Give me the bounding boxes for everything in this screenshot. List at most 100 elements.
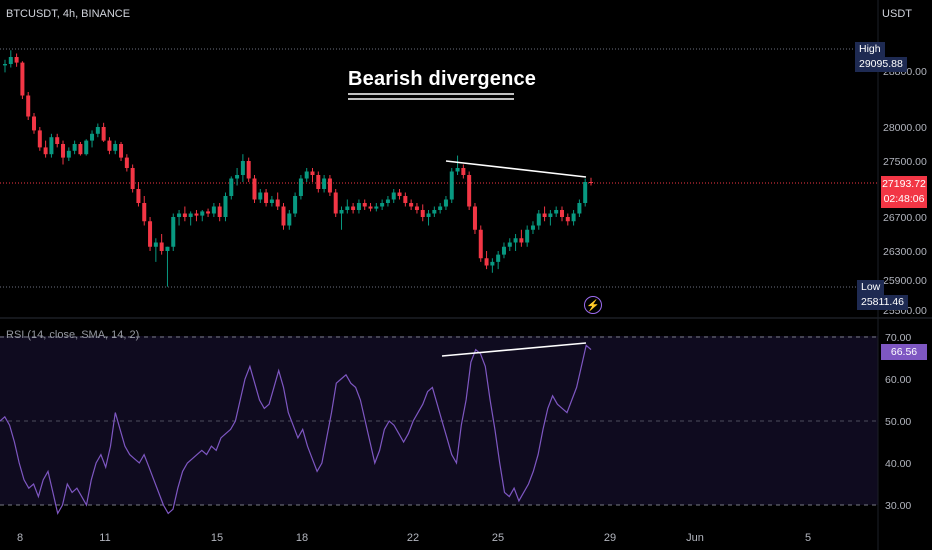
candle-body xyxy=(8,57,13,64)
high-tag-value: 29095.88 xyxy=(855,57,907,72)
time-tick-label: 8 xyxy=(17,532,23,544)
rsi-divergence-trendline[interactable] xyxy=(441,342,587,357)
candle-body xyxy=(206,211,211,214)
candle-body xyxy=(455,168,460,172)
candle-body xyxy=(66,150,71,158)
symbol-title[interactable]: BTCUSDT, 4h, BINANCE xyxy=(6,8,131,20)
price-divergence-trendline[interactable] xyxy=(445,160,587,178)
candle-body xyxy=(188,213,193,217)
candle-body xyxy=(217,206,222,217)
candle-body xyxy=(548,213,553,217)
rsi-indicator-label[interactable]: RSI (14, close, SMA, 14, 2) xyxy=(6,329,140,341)
last-price-value: 27193.72 xyxy=(882,178,926,190)
candle-body xyxy=(530,225,535,230)
candle-body xyxy=(72,144,77,151)
time-tick-label: 29 xyxy=(604,532,616,544)
candle-body xyxy=(322,178,327,189)
rsi-tick-label: 50.00 xyxy=(885,416,911,428)
candle-body xyxy=(200,211,205,216)
candle-body xyxy=(403,196,408,203)
candle-body xyxy=(171,217,176,247)
candle-body xyxy=(461,168,466,175)
candle-body xyxy=(513,238,518,243)
rsi-tick-label: 30.00 xyxy=(885,500,911,512)
candle-body xyxy=(101,127,106,141)
candle-body xyxy=(136,189,141,203)
high-tag: High29095.88 xyxy=(855,42,932,72)
last-price-badge: 27193.72 02:48:06 xyxy=(881,176,927,208)
candle-body xyxy=(240,161,245,175)
candle-body xyxy=(490,261,495,266)
price-tick-label: 26700.00 xyxy=(883,212,927,224)
time-tick-label: 11 xyxy=(99,532,110,544)
candle-body xyxy=(43,147,48,155)
candle-body xyxy=(165,246,170,251)
candle-body xyxy=(391,192,396,200)
bar-countdown: 02:48:06 xyxy=(883,193,925,205)
candle-body xyxy=(26,95,31,117)
candle-body xyxy=(571,213,576,222)
candle-body xyxy=(368,206,373,209)
candle-body xyxy=(339,210,344,214)
candle-body xyxy=(589,182,593,183)
candle-body xyxy=(264,192,269,203)
candle-body xyxy=(142,203,147,222)
candle-body xyxy=(49,137,54,155)
candle-body xyxy=(20,62,25,96)
price-tick-label: 28000.00 xyxy=(883,122,927,134)
candle-body xyxy=(443,199,448,207)
lightning-icon[interactable]: ⚡ xyxy=(584,296,602,314)
time-tick-label: Jun xyxy=(686,532,704,544)
candle-body xyxy=(304,171,309,179)
candle-body xyxy=(95,127,100,134)
candle-body xyxy=(345,206,350,210)
candle-body xyxy=(501,246,506,255)
candle-body xyxy=(374,206,379,209)
candle-body xyxy=(107,140,112,151)
candle-body xyxy=(356,203,361,210)
candle-body xyxy=(113,144,118,151)
candle-body xyxy=(362,203,367,207)
candle-body xyxy=(536,213,541,226)
rsi-tick-label: 40.00 xyxy=(885,458,911,470)
candle-body xyxy=(269,199,274,203)
annotation-title[interactable]: Bearish divergence xyxy=(348,68,537,90)
low-tag-value: 25811.46 xyxy=(857,295,909,310)
time-axis-ticks: 8 11 15 18 22 25 29 Jun 5 xyxy=(17,532,811,544)
candle-body xyxy=(310,171,315,175)
high-tag-label: High xyxy=(855,42,885,57)
candle-body xyxy=(55,137,60,144)
candle-body xyxy=(258,192,263,200)
candle-body xyxy=(298,178,303,196)
candle-body xyxy=(229,178,234,196)
rsi-tick-label: 70.00 xyxy=(885,332,911,344)
candle-body xyxy=(583,182,588,203)
candle-body xyxy=(577,203,582,214)
candle-body xyxy=(223,196,228,217)
candle-body xyxy=(333,192,338,214)
candle-body xyxy=(84,140,89,155)
candle-body xyxy=(507,242,512,247)
rsi-series-line xyxy=(0,344,592,516)
candle-body xyxy=(14,57,19,63)
candle-body xyxy=(61,144,66,158)
candle-body xyxy=(316,175,321,189)
candle-body xyxy=(235,175,240,179)
candle-body xyxy=(519,238,524,243)
candle-body xyxy=(153,242,158,247)
candle-body xyxy=(542,213,547,217)
rsi-value-badge: 66.56 xyxy=(881,344,927,360)
candle-body xyxy=(246,161,251,179)
time-tick-label: 18 xyxy=(296,532,308,544)
candle-body xyxy=(525,229,530,243)
rsi-axis-ticks: 70.00 60.00 50.00 40.00 30.00 xyxy=(885,332,911,512)
candle-body xyxy=(37,130,42,148)
candle-body xyxy=(467,175,472,207)
candle-body xyxy=(472,206,477,230)
candle-body xyxy=(90,133,95,141)
candle-body xyxy=(293,196,298,214)
candle-body xyxy=(554,210,559,214)
candle-body xyxy=(414,206,419,210)
candle-body xyxy=(78,144,83,155)
candle-body xyxy=(351,206,356,210)
